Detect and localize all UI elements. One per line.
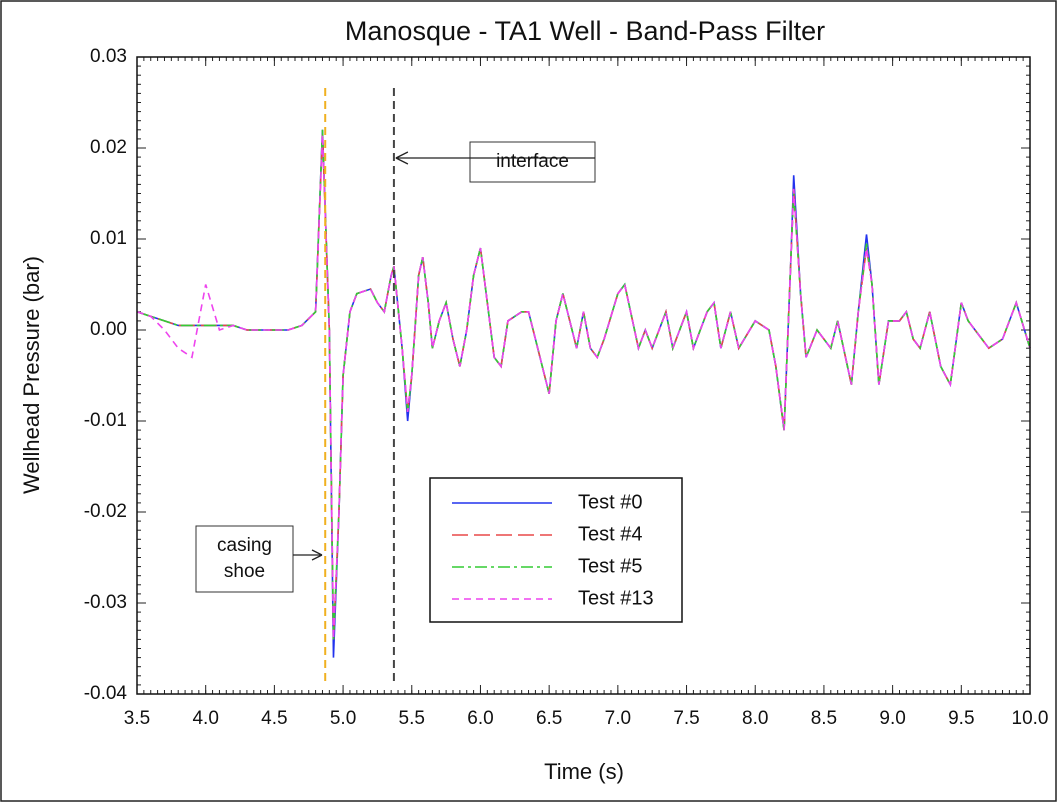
- y-tick-label: -0.03: [84, 592, 127, 613]
- y-tick-label: -0.02: [84, 501, 127, 522]
- x-tick-label: 8.0: [742, 708, 768, 729]
- series-line: [136, 129, 1031, 640]
- x-tick-label: 10.0: [1012, 708, 1049, 729]
- y-tick-label: -0.01: [84, 410, 127, 431]
- series-line: [136, 134, 1031, 640]
- annotation-text: shoe: [224, 561, 265, 582]
- y-tick-label: -0.04: [84, 683, 128, 704]
- x-tick-label: 9.5: [948, 708, 974, 729]
- x-tick-label: 6.0: [467, 708, 493, 729]
- legend-label: Test #4: [578, 523, 642, 545]
- x-tick-label: 8.5: [811, 708, 837, 729]
- x-axis-title: Time (s): [544, 759, 624, 784]
- y-tick-label: 0.03: [90, 46, 127, 67]
- annotation-text: casing: [217, 535, 272, 556]
- x-tick-label: 7.5: [673, 708, 699, 729]
- plot-frame: [136, 56, 1031, 695]
- x-tick-label: 7.0: [605, 708, 631, 729]
- x-tick-label: 9.0: [879, 708, 905, 729]
- annotation-arrow: [311, 554, 323, 561]
- x-tick-label: 3.5: [124, 708, 150, 729]
- chart-title: Manosque - TA1 Well - Band-Pass Filter: [345, 16, 825, 46]
- y-tick-label: 0.01: [90, 228, 127, 249]
- legend-label: Test #0: [578, 491, 642, 513]
- y-tick-label: 0.02: [90, 137, 127, 158]
- x-tick-label: 4.0: [192, 708, 218, 729]
- x-tick-label: 5.5: [399, 708, 425, 729]
- y-axis-title: Wellhead Pressure (bar): [19, 256, 44, 494]
- legend-label: Test #5: [578, 555, 642, 577]
- x-tick-label: 4.5: [261, 708, 287, 729]
- annotation-box: [195, 525, 294, 593]
- y-tick-label: 0.00: [90, 319, 127, 340]
- x-tick-label: 5.0: [330, 708, 356, 729]
- annotation-arrow: [395, 151, 409, 159]
- annotation-text: interface: [496, 151, 569, 172]
- x-tick-label: 6.5: [536, 708, 562, 729]
- annotation-arrow: [395, 157, 409, 165]
- legend-box: [429, 477, 683, 623]
- annotation-arrow: [311, 549, 323, 556]
- annotation-box: [469, 141, 596, 183]
- legend-label: Test #13: [578, 587, 654, 609]
